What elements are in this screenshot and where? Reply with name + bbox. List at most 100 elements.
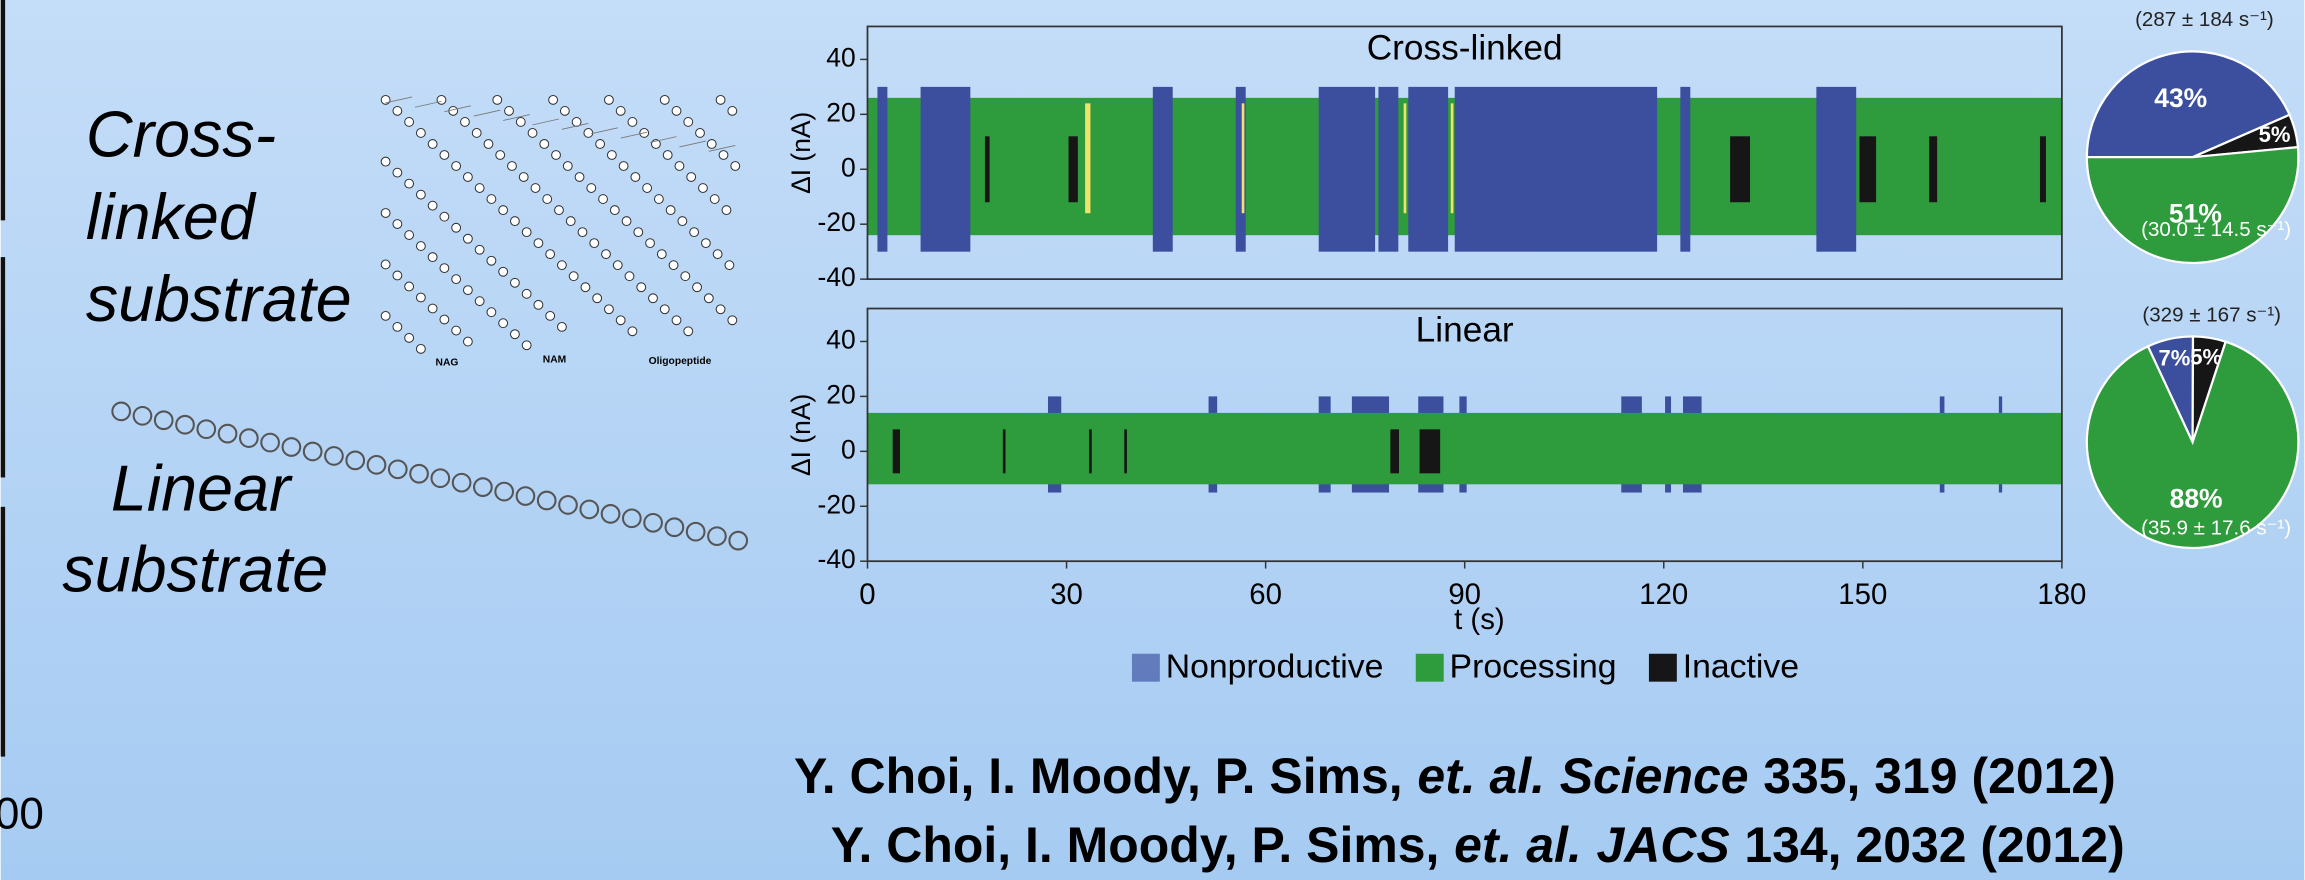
bead	[530, 183, 541, 193]
bead	[703, 293, 714, 304]
bead	[698, 183, 708, 193]
lattice-labels: NAG NAM Oligopeptide	[436, 355, 712, 369]
bead	[715, 94, 726, 105]
bead	[451, 222, 462, 233]
ring	[536, 490, 557, 511]
x-tick-label: 120	[1639, 578, 1688, 611]
bead	[683, 326, 694, 337]
legend-label: Inactive	[1683, 647, 1799, 685]
panel-title: Linear	[1416, 310, 1514, 349]
state-segment	[920, 86, 971, 252]
state-segment	[1152, 86, 1173, 252]
x-tick-label: 0	[859, 578, 875, 611]
bead	[559, 105, 570, 116]
state-segment	[1241, 103, 1245, 214]
lattice-illustration	[380, 94, 741, 354]
state-segment	[1730, 136, 1751, 203]
linear-chain-illustration	[111, 401, 749, 551]
crosslink	[708, 145, 736, 152]
x-axis-label: t (s)	[1454, 603, 1505, 636]
bead	[404, 281, 415, 292]
bead	[554, 205, 564, 216]
ring	[707, 526, 727, 547]
bead	[642, 183, 653, 193]
pie-slice	[2085, 340, 2300, 550]
bead	[659, 304, 670, 315]
bead	[624, 271, 635, 282]
pie-annotation: (30.0 ± 14.5 s⁻¹)	[2141, 218, 2291, 241]
legend-label: Processing	[1450, 647, 1617, 685]
lattice-label: NAG	[436, 358, 459, 369]
bead	[727, 315, 738, 326]
bead	[677, 216, 688, 227]
bead	[542, 194, 553, 204]
bead	[439, 211, 450, 222]
bead	[451, 325, 462, 336]
crosslink	[414, 100, 442, 108]
bead	[565, 216, 576, 227]
bead	[507, 161, 517, 171]
bead	[692, 282, 702, 293]
bead	[709, 194, 720, 204]
bead	[601, 249, 611, 260]
bead	[518, 172, 529, 182]
citation-authors: Y. Choi, I. Moody, P. Sims,	[831, 817, 1440, 873]
bead	[568, 271, 579, 282]
bead	[715, 304, 726, 315]
bead	[451, 274, 462, 285]
bead	[521, 288, 532, 299]
bead	[498, 318, 509, 329]
bead	[498, 205, 509, 216]
ring	[579, 499, 600, 520]
crosslink	[473, 109, 501, 117]
bead	[577, 227, 588, 238]
bead	[483, 139, 494, 149]
ring	[217, 423, 238, 444]
bead	[674, 161, 685, 171]
bead	[604, 304, 614, 315]
bead	[683, 117, 694, 127]
bead	[551, 150, 561, 160]
bead	[653, 194, 664, 204]
bead	[427, 200, 438, 211]
bead	[404, 230, 415, 240]
crosslink	[503, 114, 530, 121]
state-segment	[1318, 86, 1376, 252]
crosslink	[679, 140, 706, 148]
citation-ref: 134, 2032 (2012)	[1744, 817, 2124, 873]
lattice-label: Oligopeptide	[649, 356, 712, 367]
bead	[615, 315, 626, 326]
bead	[712, 249, 723, 260]
edge-bars	[0, 0, 6, 757]
bead	[521, 340, 532, 351]
ring	[600, 504, 621, 524]
bead	[574, 172, 585, 182]
state-segment	[1002, 429, 1006, 474]
bead	[474, 244, 485, 255]
bead	[609, 205, 620, 216]
bead	[439, 263, 450, 274]
x-tick-label: 180	[2037, 578, 2086, 611]
state-segment	[1068, 136, 1078, 203]
ring	[132, 405, 153, 426]
bead	[427, 303, 438, 314]
pie-annotation: (287 ± 184 s⁻¹)	[2135, 8, 2274, 31]
bead	[700, 238, 711, 249]
bead	[686, 172, 697, 182]
legend-swatch	[1648, 653, 1677, 682]
y-axis-label: ΔI (nA)	[786, 112, 816, 194]
bead	[533, 299, 544, 310]
bead	[380, 208, 391, 218]
crosslink	[532, 118, 560, 126]
label-line: linked	[86, 180, 257, 253]
bead	[462, 336, 473, 347]
bead	[718, 150, 729, 160]
bead	[689, 227, 700, 238]
bead	[509, 277, 520, 288]
pie-annotation: (35.9 ± 17.6 s⁻¹)	[2141, 516, 2291, 539]
y-tick-label: 40	[826, 324, 855, 354]
bead	[656, 249, 667, 260]
state-segment	[867, 412, 2062, 485]
bead	[460, 117, 470, 127]
